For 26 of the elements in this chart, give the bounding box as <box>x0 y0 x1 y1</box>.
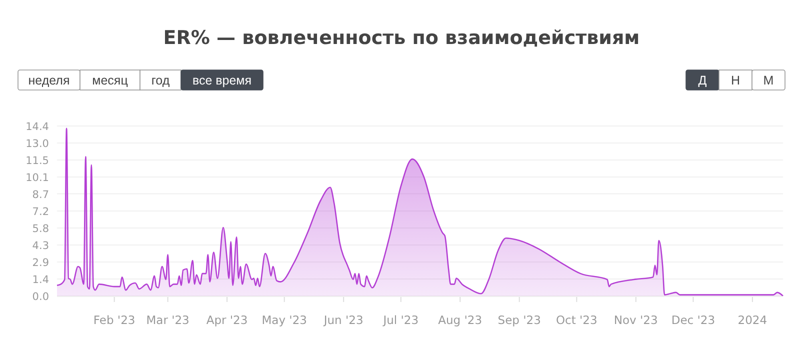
x-tick-label: May '23 <box>262 313 307 327</box>
x-tick-label: Dec '23 <box>671 313 716 327</box>
y-tick-label: 8.7 <box>32 188 49 201</box>
x-tick-label: Apr '23 <box>206 313 248 327</box>
x-tick-label: Jul '23 <box>382 313 419 327</box>
y-tick-label: 2.9 <box>32 257 49 269</box>
x-tick-label: Aug '23 <box>438 313 482 327</box>
x-tick-label: 2024 <box>738 313 768 327</box>
x-tick-label: Jun '23 <box>322 313 364 327</box>
period-toggle: неделя месяц год все время <box>18 70 264 90</box>
y-tick-label: 11.5 <box>26 155 49 167</box>
x-tick-label: Nov '23 <box>614 313 658 327</box>
y-tick-label: 13.0 <box>26 138 49 150</box>
x-tick-label: Oct '23 <box>556 313 598 327</box>
y-tick-label: 5.8 <box>32 223 49 235</box>
y-tick-label: 7.2 <box>32 206 49 218</box>
y-tick-label: 14.4 <box>26 121 50 133</box>
x-tick-label: Sep '23 <box>498 313 541 327</box>
y-tick-label: 1.4 <box>32 274 50 286</box>
x-tick-label: Feb '23 <box>93 313 136 327</box>
y-tick-label: 10.1 <box>26 172 49 184</box>
x-tick-label: Mar '23 <box>146 313 190 327</box>
y-tick-label: 0.0 <box>32 291 49 303</box>
y-tick-label: 4.3 <box>32 240 49 252</box>
granularity-toggle: Д Н М <box>686 70 786 90</box>
chart-title: ER% — вовлеченность по взаимодействиям <box>163 27 640 49</box>
